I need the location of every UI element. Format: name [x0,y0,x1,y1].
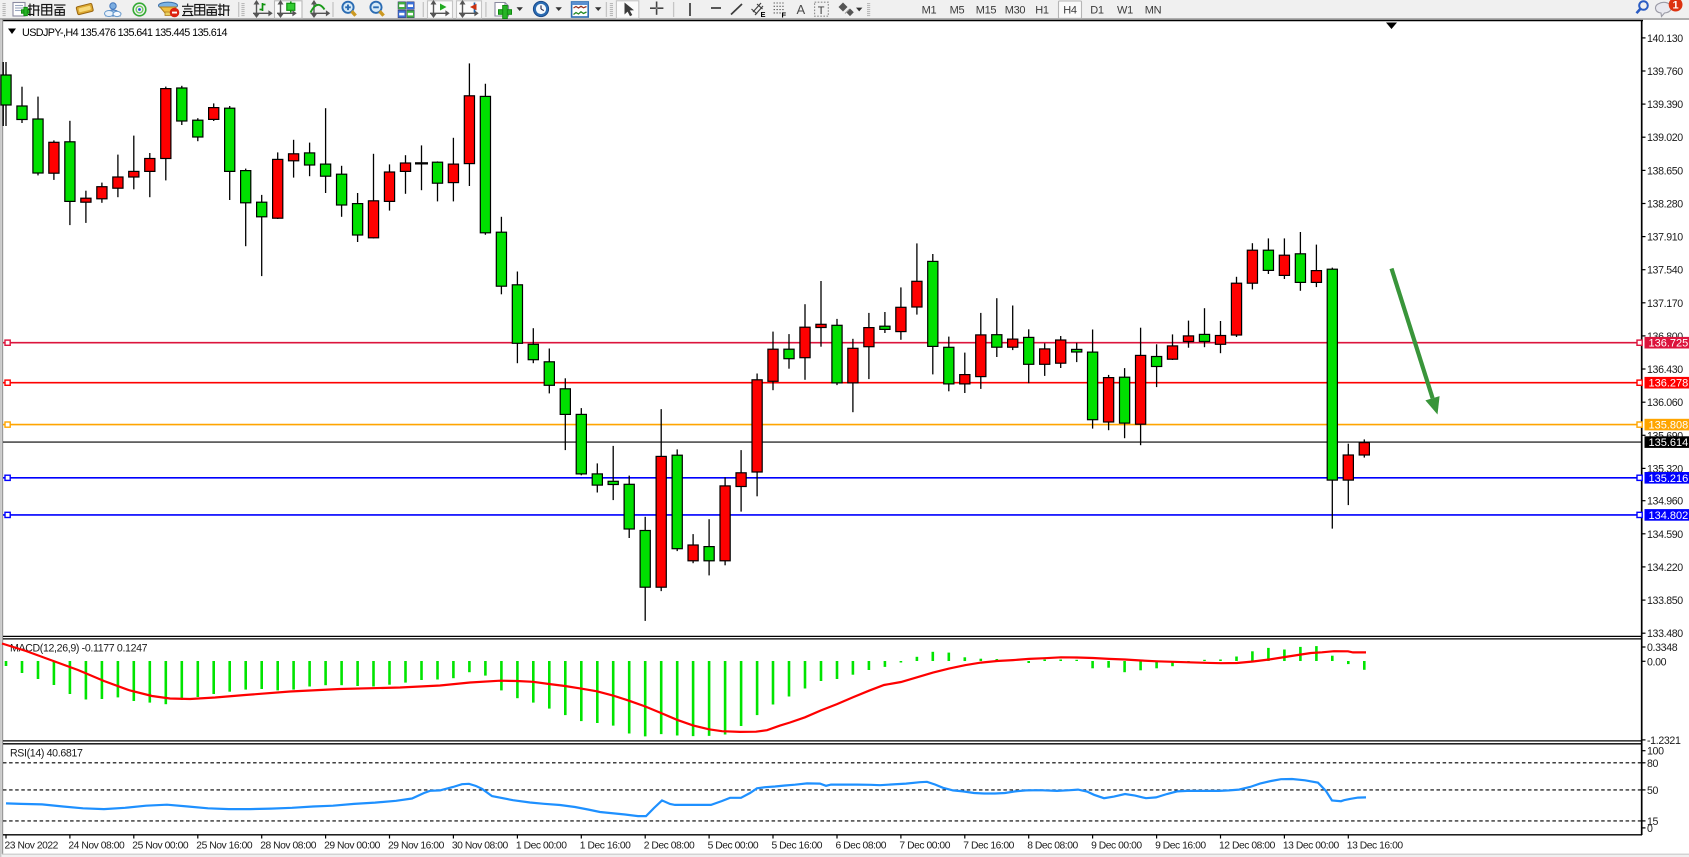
svg-text:5 Dec 16:00: 5 Dec 16:00 [772,841,823,852]
svg-text:USDJPY-,H4 135.476 135.641 13: USDJPY-,H4 135.476 135.641 135.445 135.6… [22,27,228,39]
svg-text:25 Nov 00:00: 25 Nov 00:00 [132,841,189,852]
svg-text:M5: M5 [950,5,965,17]
svg-text:5 Dec 00:00: 5 Dec 00:00 [708,841,759,852]
svg-text:133.480: 133.480 [1647,628,1683,640]
svg-text:A: A [797,2,806,17]
svg-text:7 Dec 16:00: 7 Dec 16:00 [963,841,1014,852]
svg-text:135.614: 135.614 [1649,437,1689,449]
svg-text:0: 0 [1647,823,1653,835]
svg-text:9 Dec 00:00: 9 Dec 00:00 [1091,841,1142,852]
svg-text:29 Nov 16:00: 29 Nov 16:00 [388,841,445,852]
svg-text:E: E [761,10,766,19]
svg-text:140.130: 140.130 [1647,33,1683,45]
svg-text:139.760: 139.760 [1647,66,1683,78]
svg-text:134.802: 134.802 [1649,510,1689,522]
svg-text:29 Nov 00:00: 29 Nov 00:00 [324,841,381,852]
svg-text:9 Dec 16:00: 9 Dec 16:00 [1155,841,1206,852]
svg-text:13 Dec 00:00: 13 Dec 00:00 [1283,841,1340,852]
svg-text:W1: W1 [1117,5,1133,17]
svg-text:1: 1 [1673,0,1679,12]
svg-text:MACD(12,26,9) -0.1177 0.1247: MACD(12,26,9) -0.1177 0.1247 [10,643,148,655]
svg-text:137.170: 137.170 [1647,298,1683,310]
svg-text:134.960: 134.960 [1647,496,1683,508]
svg-text:2 Dec 08:00: 2 Dec 08:00 [644,841,695,852]
svg-text:100: 100 [1647,746,1664,758]
svg-text:M15: M15 [976,5,997,17]
svg-text:7 Dec 00:00: 7 Dec 00:00 [899,841,950,852]
svg-text:137.910: 137.910 [1647,232,1683,244]
svg-text:134.590: 134.590 [1647,529,1683,541]
svg-text:30 Nov 08:00: 30 Nov 08:00 [452,841,509,852]
svg-text:0.00: 0.00 [1647,656,1667,668]
svg-text:139.020: 139.020 [1647,132,1683,144]
svg-text:136.725: 136.725 [1649,338,1689,350]
svg-text:134.220: 134.220 [1647,562,1683,574]
svg-text:8 Dec 08:00: 8 Dec 08:00 [1027,841,1078,852]
svg-text:28 Nov 08:00: 28 Nov 08:00 [260,841,317,852]
svg-text:MN: MN [1145,5,1162,17]
svg-text:RSI(14) 40.6817: RSI(14) 40.6817 [10,748,83,760]
svg-text:138.650: 138.650 [1647,165,1683,177]
svg-text:1 Dec 00:00: 1 Dec 00:00 [516,841,567,852]
svg-text:24 Nov 08:00: 24 Nov 08:00 [68,841,125,852]
svg-text:135.216: 135.216 [1649,473,1689,485]
svg-text:-1.2321: -1.2321 [1647,735,1681,747]
svg-text:M1: M1 [922,5,937,17]
svg-text:137.540: 137.540 [1647,265,1683,277]
svg-text:H4: H4 [1063,5,1077,17]
svg-text:25 Nov 16:00: 25 Nov 16:00 [196,841,253,852]
svg-text:136.430: 136.430 [1647,364,1683,376]
svg-text:6 Dec 08:00: 6 Dec 08:00 [836,841,887,852]
svg-text:50: 50 [1647,785,1659,797]
svg-text:138.280: 138.280 [1647,199,1683,211]
svg-text:13 Dec 16:00: 13 Dec 16:00 [1347,841,1404,852]
svg-text:H1: H1 [1035,5,1049,17]
svg-text:133.850: 133.850 [1647,595,1683,607]
svg-text:M30: M30 [1005,5,1026,17]
svg-text:139.390: 139.390 [1647,99,1683,111]
svg-text:136.278: 136.278 [1649,378,1689,390]
svg-text:80: 80 [1647,758,1659,770]
svg-text:135.808: 135.808 [1649,420,1689,432]
svg-text:0.3348: 0.3348 [1647,642,1678,654]
svg-text:12 Dec 08:00: 12 Dec 08:00 [1219,841,1276,852]
svg-text:136.060: 136.060 [1647,397,1683,409]
svg-text:D1: D1 [1090,5,1104,17]
svg-text:T: T [818,5,825,17]
svg-text:F: F [782,11,787,20]
svg-text:15: 15 [1647,816,1659,828]
svg-text:1 Dec 16:00: 1 Dec 16:00 [580,841,631,852]
svg-text:23 Nov 2022: 23 Nov 2022 [5,841,59,852]
